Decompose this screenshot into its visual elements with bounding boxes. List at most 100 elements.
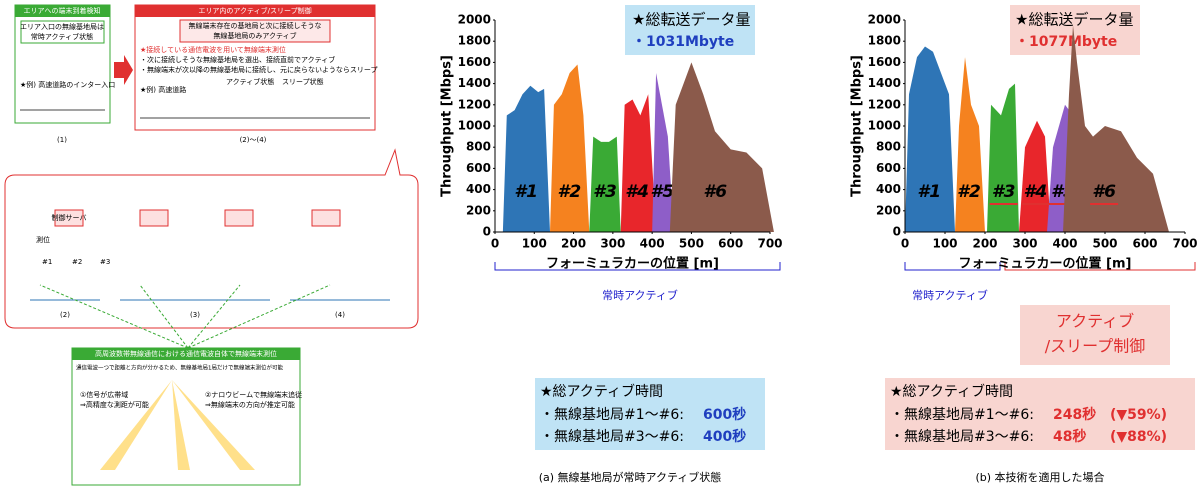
y-tick-label: 2000 [868,13,901,27]
control-box [1020,305,1170,365]
beam [172,380,255,470]
bracket [904,262,1001,271]
bracket [494,262,781,271]
y-axis-label: Throughput [Mbps] [850,55,865,197]
label: (4) [335,311,345,319]
x-tick-label: 600 [718,237,743,251]
text: ★例) 高速道路のインター入口 [20,80,115,89]
text: エリア入口の無線基地局は [20,22,104,31]
x-tick-label: 700 [757,237,782,251]
area [955,57,985,232]
text: ・無線基地局#1～#6: [540,406,684,423]
text: ①信号が広帯域 [80,390,128,399]
x-tick-label: 700 [1172,237,1197,251]
x-tick-label: 0 [491,237,499,251]
arrow [114,55,133,85]
box-header [135,5,375,17]
time-box [535,378,765,450]
y-tick-label: 1000 [458,119,491,133]
y-tick-label: 0 [483,225,491,239]
text: ・無線端末が次以降の無線基地局に接続し、元に戻らないようならスリープ [140,65,377,74]
steps-box [4,148,419,329]
box [20,20,105,44]
control-label: /スリープ制御 [1045,337,1145,356]
x-tick-label: 100 [522,237,547,251]
text: ・無線基地局#3～#6: [890,428,1034,445]
text: 制御サーバ [52,213,87,222]
y-tick-label: 1400 [458,76,491,90]
x-tick-label: 500 [679,237,704,251]
y-tick-label: 400 [876,182,901,196]
bracket-label: 常時アクティブ [912,288,988,302]
y-tick-label: 200 [876,203,901,217]
title: エリアへの端末到着検知 [24,6,101,15]
text: 無線基地局のみアクティブ [213,31,296,40]
area [652,73,674,232]
area [987,83,1019,232]
text: ②ナロウビームで無線端末追従 [205,390,302,399]
x-tick-label: 300 [600,237,625,251]
y-tick-label: 1000 [868,119,901,133]
annotation: ・1077Mbyte [1015,34,1117,50]
beam [100,380,172,470]
title: エリア内のアクティブ/スリープ制御 [198,6,311,15]
label: (2)～(4) [240,136,267,144]
text: ★総アクティブ時間 [890,383,1013,400]
y-tick-label: 600 [466,161,491,175]
beam [172,380,190,470]
y-tick-label: 1600 [458,55,491,69]
area [589,136,621,232]
legend: スリープ状態 [282,77,324,86]
x-tick-label: 400 [640,237,665,251]
caption: (b) 本技術を適用した場合 [975,470,1104,484]
y-tick-label: 800 [876,140,901,154]
area [905,46,955,232]
area [1063,25,1169,232]
y-tick-label: 1600 [868,55,901,69]
text: 48秒 [1053,428,1086,445]
text: 400秒 [703,428,746,445]
text: ⇒無線端末の方向が推定可能 [205,400,295,409]
annotation-box [625,5,755,55]
y-tick-label: 1800 [868,34,901,48]
text: 248秒 [1053,406,1096,423]
time-box [885,378,1195,450]
text: ★接続している通信電波を用いて無線端末測位 [140,45,286,54]
text: 通信電波一つで距離と方向が分かるため、無線基地局1局だけで無線端末測位が可能 [76,364,284,372]
series-label: #1 [917,182,941,202]
text: (▼59%) [1110,407,1167,423]
series-label: #2 [558,182,582,202]
control-label: アクティブ [1056,312,1134,331]
x-axis-label: フォーミュラカーの位置 [m] [546,256,719,272]
annotation: ★総転送データ量 [1015,11,1133,29]
box [179,19,331,43]
y-tick-label: 1200 [868,97,901,111]
text: ★総アクティブ時間 [540,383,663,400]
text: 常時アクティブ状態 [31,32,93,41]
y-tick-label: 2000 [458,13,491,27]
series-label: #3 [593,182,617,202]
x-tick-label: 100 [932,237,957,251]
y-tick-label: 200 [466,203,491,217]
x-tick-label: 400 [1052,237,1077,251]
bracket-label: 常時アクティブ [602,288,678,302]
text: ⇒高精度な測距が可能 [80,400,149,409]
caption: (a) 無線基地局が常時アクティブ状態 [539,470,722,484]
area [550,64,590,233]
text: 測位 [36,235,50,244]
server [139,209,169,227]
steps [54,209,341,227]
area [502,85,550,232]
x-tick-label: 200 [972,237,997,251]
box-header [72,348,300,360]
text: #3 [100,258,110,266]
server [54,209,84,227]
x-tick-label: 0 [901,237,909,251]
text: ・次に接続しそうな無線基地局を選出、接続直前でアクティブ [140,55,335,64]
series-label: #6 [703,182,727,202]
title: 高周波数帯無線通信における通信電波自体で無線端末測位 [95,349,277,358]
x-tick-label: 300 [1012,237,1037,251]
y-tick-label: 1400 [868,76,901,90]
